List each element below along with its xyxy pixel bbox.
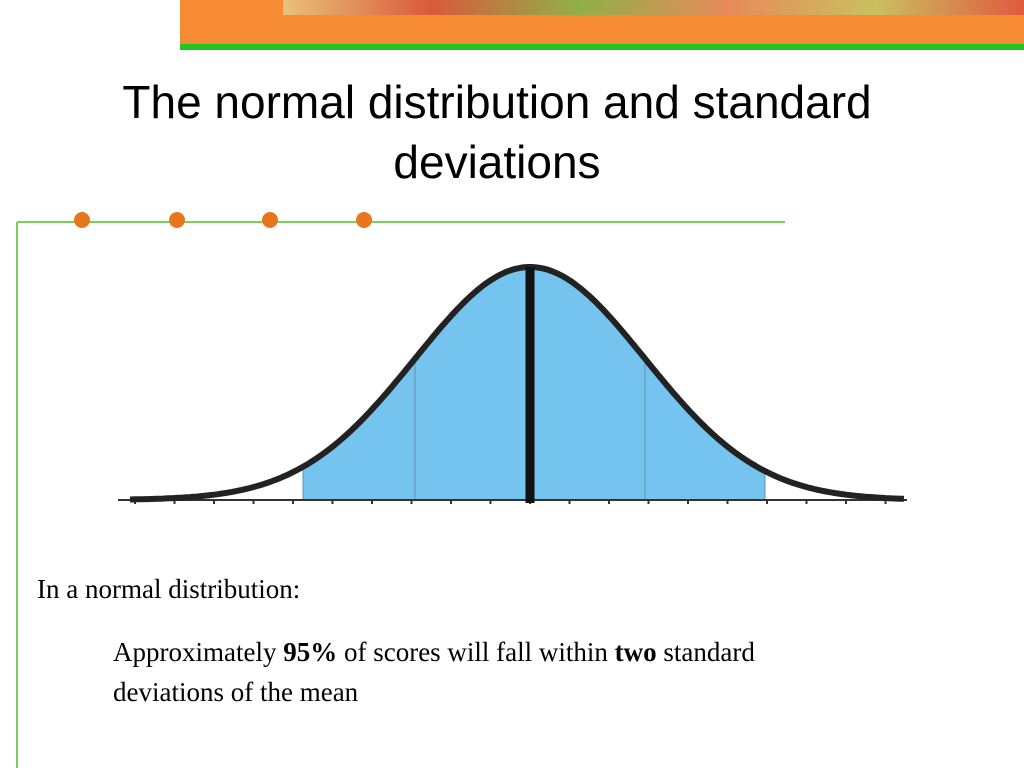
- normal-curve: [118, 264, 907, 504]
- header-image: [283, 0, 1024, 15]
- header-line: [180, 44, 1024, 50]
- bullet: In a normal distribution:: [37, 574, 301, 604]
- text: standard deviations of the mean: [113, 637, 755, 707]
- sub-bullet: Approximately 95% of scores will fall wi…: [113, 632, 833, 712]
- dot: [74, 212, 90, 228]
- slide-title: The normal distribution and standard dev…: [122, 76, 872, 188]
- curve-line: [129, 264, 905, 503]
- text: Approximately: [113, 637, 277, 667]
- text: of scores will fall within: [343, 637, 608, 667]
- bold-text: two: [614, 637, 657, 667]
- bold-text: 95%: [283, 637, 338, 667]
- dot: [356, 212, 372, 228]
- dots: [74, 212, 372, 228]
- dot: [262, 212, 278, 228]
- dot: [169, 212, 185, 228]
